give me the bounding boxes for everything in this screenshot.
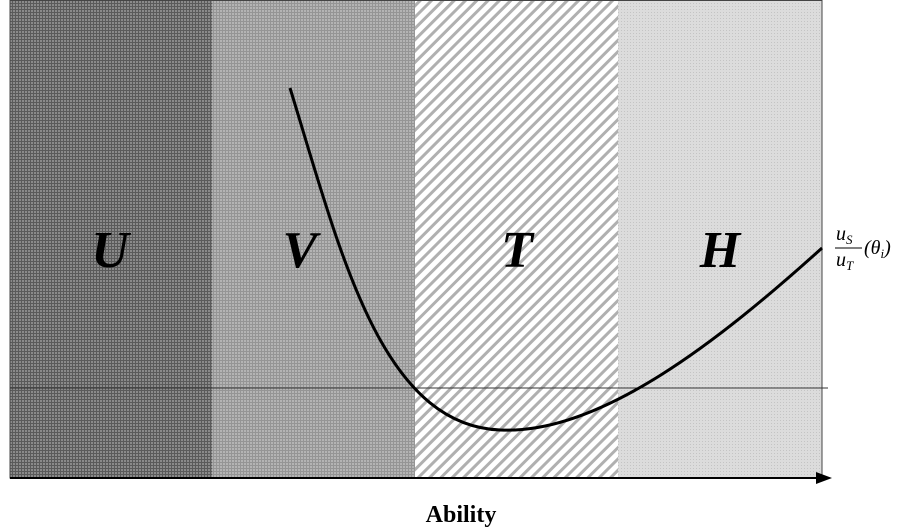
numerator-sub: S — [846, 232, 853, 247]
x-axis-arrow — [816, 472, 832, 484]
region-u — [10, 0, 212, 478]
region-h — [618, 0, 822, 478]
label-numerator: uS — [836, 223, 853, 247]
argument-open: (θ — [864, 237, 881, 259]
region-label: U — [91, 222, 131, 279]
curve — [288, 87, 824, 432]
region-label: H — [699, 222, 742, 279]
region-label: V — [283, 222, 322, 279]
argument-close: ) — [883, 237, 891, 259]
label-argument: (θi) — [864, 237, 891, 261]
denominator: u — [836, 249, 846, 271]
label-denominator: uT — [836, 249, 854, 273]
denominator-sub: T — [846, 258, 854, 273]
region-v — [212, 0, 415, 478]
region-t — [415, 0, 618, 478]
x-axis-label: Ability — [426, 502, 497, 528]
curve-label: uS uT (θi) — [835, 223, 891, 273]
region-label: T — [501, 222, 535, 279]
argument-sub: i — [880, 246, 884, 261]
numerator: u — [836, 223, 846, 245]
